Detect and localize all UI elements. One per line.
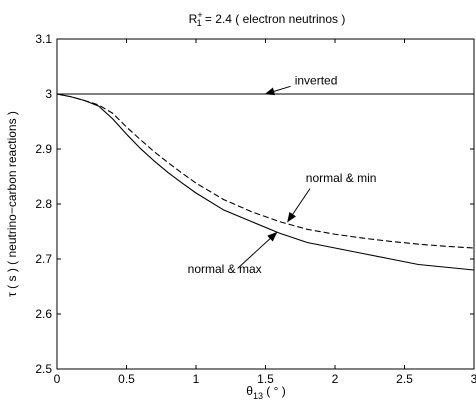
plot-area — [56, 38, 475, 370]
annotation-2: normal & max — [188, 231, 278, 276]
y-axis-title: τ ( s ) ( neutrino−carbon reactions ) — [5, 111, 19, 297]
x-tick-label: 1.5 — [257, 372, 274, 386]
y-tick-label: 2.7 — [35, 252, 52, 266]
annotation-1: normal & min — [287, 171, 377, 223]
series-line-normal-min — [56, 93, 475, 249]
x-tick-label: 0.5 — [118, 372, 135, 386]
annotation-label: normal & max — [188, 262, 262, 276]
y-tick-label: 2.9 — [35, 142, 52, 156]
y-tick-label: 2.5 — [35, 362, 52, 376]
x-tick-label: 3 — [471, 372, 476, 386]
chart-title: R+ 1 = 2.4 ( electron neutrinos ) — [189, 10, 346, 28]
annotation-arrow — [264, 85, 291, 96]
x-axis: 0 0.5 1 1.5 2 2.5 3 — [54, 39, 476, 386]
x-tick-label: 0 — [54, 372, 61, 386]
x-axis-title: θ13 ( ° ) — [246, 384, 286, 401]
series-group — [56, 93, 475, 271]
annotation-label: inverted — [295, 74, 338, 88]
annotation-label: normal & min — [306, 171, 377, 185]
y-tick-label: 3 — [45, 87, 52, 101]
annotation-arrow — [287, 188, 311, 223]
x-tick-label: 1 — [193, 372, 200, 386]
annotation-0: inverted — [264, 74, 338, 96]
y-tick-label: 2.6 — [35, 307, 52, 321]
y-axis: 2.5 2.6 2.7 2.8 2.9 3 3.1 — [35, 32, 474, 376]
x-tick-label: 2 — [332, 372, 339, 386]
x-tick-label: 2.5 — [396, 372, 413, 386]
annotations-group: inverted normal & min normal & max — [188, 74, 377, 276]
axes-frame — [56, 38, 475, 370]
y-tick-label: 2.8 — [35, 197, 52, 211]
annotation-arrow — [237, 231, 278, 269]
y-tick-label: 3.1 — [35, 32, 52, 46]
series-line-normal-max — [56, 93, 475, 271]
